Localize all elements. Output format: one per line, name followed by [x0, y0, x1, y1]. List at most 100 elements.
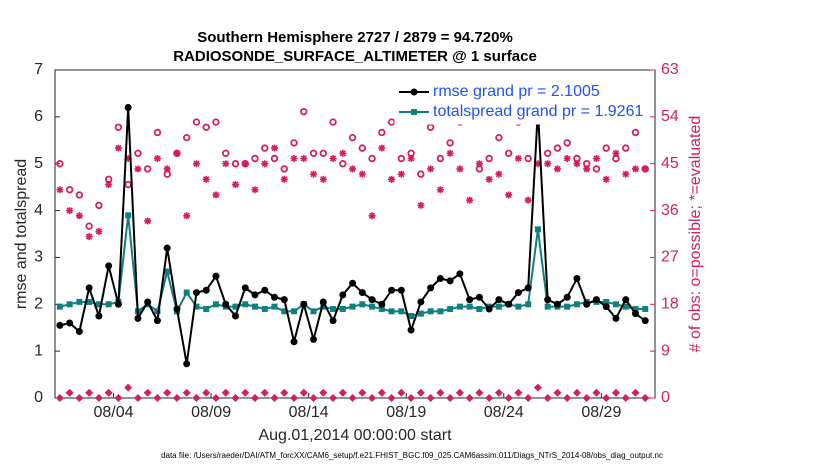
point — [290, 394, 299, 402]
point — [466, 303, 473, 310]
point — [572, 388, 581, 397]
point — [349, 165, 357, 173]
point — [290, 139, 298, 147]
point — [359, 301, 366, 308]
point — [573, 160, 581, 168]
point — [397, 286, 405, 294]
point — [85, 284, 93, 292]
point — [193, 303, 200, 310]
point — [524, 196, 532, 204]
y-tick-label: 3 — [34, 249, 43, 266]
point — [163, 244, 171, 252]
point — [182, 388, 191, 397]
point — [543, 149, 552, 158]
point — [397, 154, 406, 163]
point — [221, 388, 230, 397]
point — [553, 144, 562, 152]
legend-label: rmse grand pr = 2.1005 — [433, 83, 600, 100]
point — [349, 303, 356, 310]
point — [173, 149, 181, 158]
point — [192, 289, 200, 297]
point — [377, 388, 386, 397]
point — [114, 144, 122, 152]
x-tick-label: 08/29 — [581, 404, 621, 421]
point — [525, 301, 532, 308]
point — [368, 154, 376, 163]
point — [232, 303, 239, 310]
point — [65, 388, 74, 397]
point — [407, 155, 415, 163]
point — [641, 165, 649, 173]
point — [563, 293, 571, 301]
point — [417, 298, 425, 306]
point — [417, 170, 425, 178]
point — [163, 170, 171, 178]
point — [75, 327, 83, 335]
point — [515, 303, 522, 310]
point — [612, 314, 620, 322]
point — [378, 305, 385, 312]
point — [485, 394, 494, 402]
point — [641, 317, 649, 325]
point — [397, 388, 406, 397]
point — [202, 286, 210, 294]
point — [485, 175, 493, 183]
point — [105, 181, 113, 189]
y-axis-label: rmse and totalspread — [13, 159, 30, 309]
point — [387, 394, 396, 402]
point — [505, 191, 513, 199]
point — [212, 118, 220, 126]
point — [446, 277, 454, 285]
point — [564, 303, 571, 310]
point — [94, 394, 103, 402]
point — [114, 300, 122, 308]
point — [55, 394, 64, 402]
point — [124, 383, 133, 392]
point — [339, 305, 346, 312]
point — [330, 305, 337, 312]
point — [387, 118, 396, 126]
point — [466, 296, 474, 304]
point — [291, 308, 298, 315]
point — [368, 394, 377, 402]
y2-tick-label: 9 — [661, 342, 670, 359]
point — [261, 144, 269, 152]
point — [544, 160, 552, 168]
point — [611, 388, 620, 397]
point — [338, 388, 347, 397]
point — [114, 123, 123, 131]
point — [485, 154, 493, 163]
x-tick-label: 08/04 — [94, 404, 134, 421]
point — [105, 262, 113, 270]
point — [211, 394, 220, 402]
point — [231, 160, 240, 168]
y2-tick-label: 45 — [661, 155, 679, 172]
point — [133, 394, 142, 402]
point — [309, 149, 318, 158]
point — [222, 300, 230, 308]
point — [368, 296, 376, 304]
point — [280, 165, 288, 173]
x-tick-label: 08/09 — [191, 404, 231, 421]
point — [411, 109, 417, 115]
point — [95, 312, 103, 320]
point — [602, 303, 610, 311]
footnote: data file: /Users/raeder/DAI/ATM_forcXX/… — [161, 451, 663, 460]
point — [427, 165, 435, 173]
point — [172, 394, 181, 402]
point — [553, 165, 561, 173]
point — [426, 394, 435, 402]
point — [134, 149, 142, 158]
point — [603, 298, 610, 305]
point — [85, 233, 93, 241]
point — [553, 388, 562, 397]
point — [622, 303, 629, 310]
point — [104, 175, 113, 184]
y-tick-label: 7 — [34, 61, 43, 78]
point — [222, 160, 230, 168]
point — [455, 388, 464, 397]
point — [56, 321, 64, 329]
point — [319, 175, 327, 183]
point — [144, 298, 152, 306]
point — [319, 298, 327, 306]
